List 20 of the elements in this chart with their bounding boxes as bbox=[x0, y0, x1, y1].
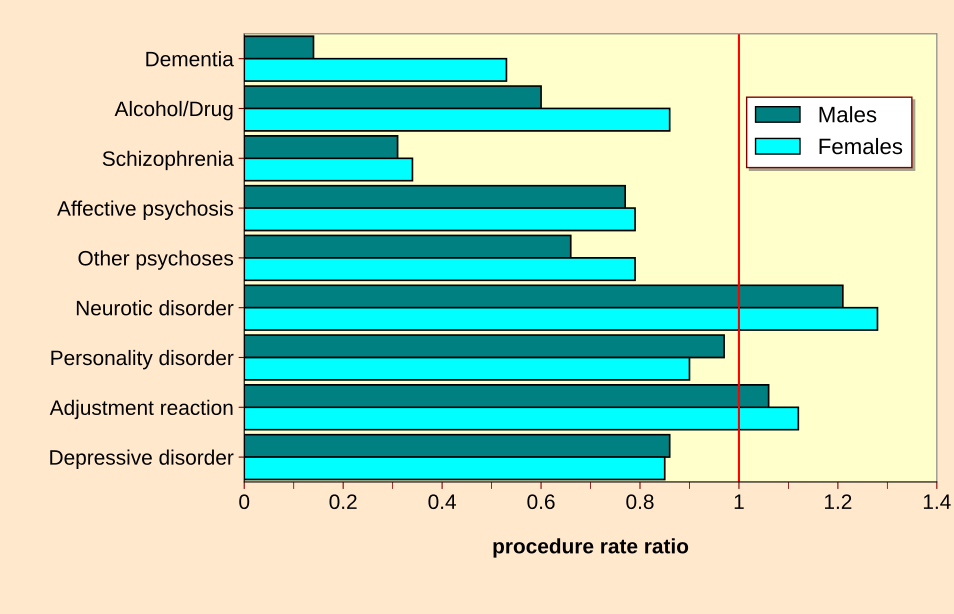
y-tick-label: Other psychoses bbox=[78, 250, 234, 270]
y-tick-label: Dementia bbox=[146, 51, 234, 66]
y-tick-label: Neurotic disorder bbox=[76, 300, 234, 316]
y-tick-label: Affective psychosis bbox=[57, 200, 234, 220]
x-tick-label: 1.2 bbox=[824, 494, 852, 509]
y-tick-label: Personality disorder bbox=[51, 350, 234, 370]
x-tick-label: 0.4 bbox=[428, 494, 456, 510]
y-tick-label: Schizophrenia bbox=[102, 150, 234, 170]
y-tick-label: Depressive disorder bbox=[50, 450, 234, 469]
legend-label: Females bbox=[820, 138, 902, 154]
y-tick-label: Adjustment reaction bbox=[50, 400, 232, 420]
x-axis-title: procedure rate ratio bbox=[493, 538, 688, 558]
legend-label: Males bbox=[820, 106, 876, 122]
x-tick-label: 0 bbox=[239, 494, 250, 510]
x-tick-label: 0.8 bbox=[626, 494, 654, 510]
x-tick-label: 0.2 bbox=[330, 494, 357, 510]
x-tick-label: 1 bbox=[734, 494, 744, 509]
y-tick-label: Alcohol/Drug bbox=[114, 100, 232, 120]
x-tick-label: 0.6 bbox=[527, 494, 555, 510]
x-tick-label: 1.4 bbox=[924, 494, 951, 509]
